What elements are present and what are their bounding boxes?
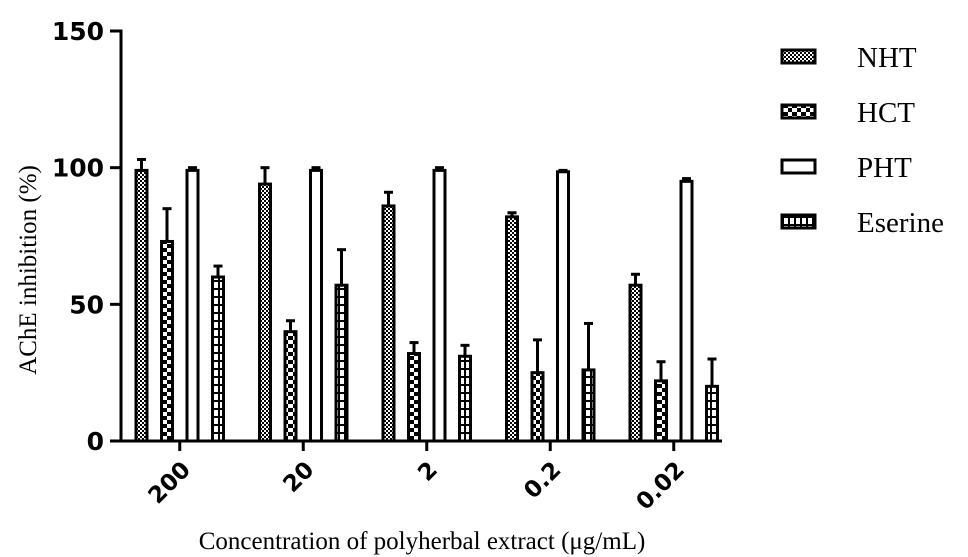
bar-pht-200 bbox=[185, 168, 200, 443]
legend: NHT HCT PHT Eserine bbox=[780, 42, 944, 239]
legend-label: NHT bbox=[857, 42, 917, 74]
legend-swatch bbox=[780, 48, 817, 65]
y-axis-title: AChE inhibition (%) bbox=[15, 165, 42, 375]
legend-label: Eserine bbox=[857, 207, 944, 239]
bar-pht-2 bbox=[432, 168, 447, 443]
legend-swatch bbox=[780, 213, 817, 230]
y-tick-label: 0 bbox=[87, 427, 104, 456]
legend-item-eserine: Eserine bbox=[780, 207, 944, 239]
legend-label: HCT bbox=[857, 97, 915, 129]
y-tick-label: 50 bbox=[69, 290, 104, 319]
bar-eserine-200 bbox=[211, 275, 225, 443]
x-tick-label: 0.2 bbox=[519, 457, 566, 504]
legend-swatch bbox=[780, 158, 817, 175]
bar-nht-0.2 bbox=[505, 215, 519, 443]
legend-label: PHT bbox=[857, 152, 912, 184]
x-tick-label: 0.02 bbox=[631, 457, 690, 516]
bar-hct-0.2 bbox=[530, 371, 545, 443]
y-tick-label: 150 bbox=[52, 17, 104, 46]
bar-hct-2 bbox=[407, 352, 421, 443]
bar-eserine-0.02 bbox=[705, 384, 719, 443]
bar-eserine-0.2 bbox=[581, 368, 596, 443]
bars bbox=[134, 157, 719, 443]
bar-pht-0.2 bbox=[556, 170, 570, 443]
legend-item-hct: HCT bbox=[780, 97, 915, 129]
bar-nht-20 bbox=[258, 182, 272, 443]
legend-item-pht: PHT bbox=[780, 152, 912, 184]
y-axis: 0 50 100 150 bbox=[52, 17, 123, 456]
bar-hct-20 bbox=[283, 330, 298, 443]
bar-pht-20 bbox=[309, 168, 323, 443]
legend-item-nht: NHT bbox=[780, 42, 917, 74]
bar-pht-0.02 bbox=[679, 179, 694, 443]
bar-eserine-20 bbox=[334, 283, 349, 443]
bar-hct-200 bbox=[160, 239, 174, 443]
x-axis: 200 20 2 0.2 0.02 bbox=[119, 439, 722, 516]
x-tick-label: 2 bbox=[413, 457, 443, 487]
bar-nht-200 bbox=[134, 168, 149, 443]
x-axis-title: Concentration of polyherbal extract (μg/… bbox=[199, 528, 646, 555]
y-tick-label: 100 bbox=[52, 154, 104, 183]
bar-eserine-2 bbox=[458, 354, 472, 443]
x-tick-label: 20 bbox=[278, 457, 319, 498]
x-tick-label: 200 bbox=[144, 457, 196, 509]
bar-hct-0.02 bbox=[654, 379, 668, 443]
bar-nht-0.02 bbox=[628, 283, 643, 443]
legend-swatch bbox=[780, 103, 817, 120]
bar-nht-2 bbox=[381, 204, 396, 443]
